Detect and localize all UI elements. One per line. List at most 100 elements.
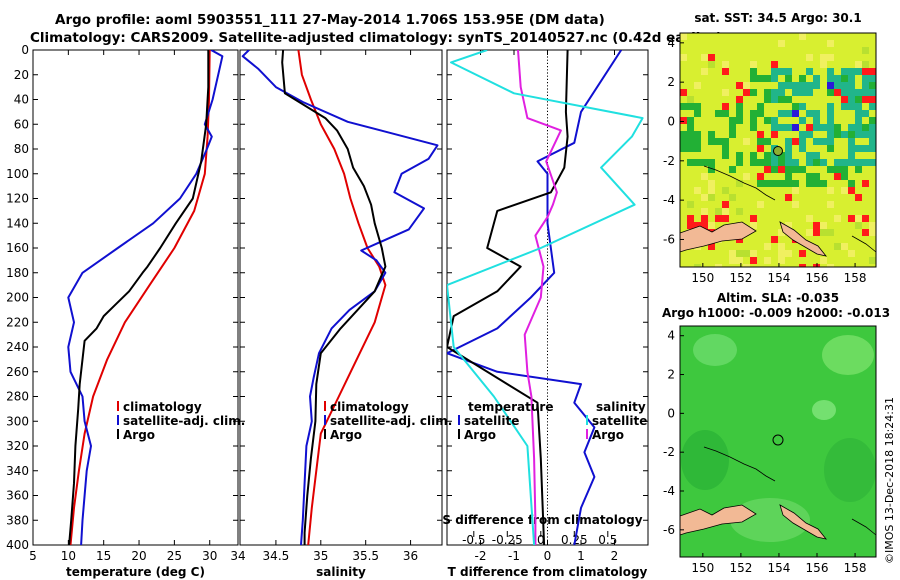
sst-cell	[736, 257, 743, 264]
s-diff-xtick-label: -0.25	[492, 533, 523, 547]
sla-map-blob-1	[693, 334, 737, 366]
sst-cell	[778, 68, 785, 75]
sst-cell	[785, 96, 792, 103]
sst-cell	[687, 138, 694, 145]
depth-tick-label: 380	[6, 513, 29, 527]
sst-cell	[771, 117, 778, 124]
temperature-xtick-label: 20	[131, 549, 146, 563]
temperature-xtick-label: 5	[29, 549, 37, 563]
sst-cell	[701, 215, 708, 222]
sst-cell	[869, 103, 876, 110]
sst-cell	[862, 47, 869, 54]
sst-cell	[694, 138, 701, 145]
depth-tick-label: 300	[6, 414, 29, 428]
depth-tick-label: 0	[21, 43, 29, 57]
salinity-xtick-label: 36	[403, 549, 418, 563]
sst-cell	[827, 229, 834, 236]
sst-cell	[729, 117, 736, 124]
sst-cell	[687, 131, 694, 138]
sst-cell	[771, 61, 778, 68]
sst-cell	[708, 222, 715, 229]
sst-cell	[687, 124, 694, 131]
sst-cell	[841, 75, 848, 82]
sst-cell	[785, 173, 792, 180]
map-xtick-label: 156	[806, 271, 829, 285]
sst-cell	[806, 180, 813, 187]
sst-cell	[841, 166, 848, 173]
sst-cell	[813, 222, 820, 229]
temperature-xtick-label: 25	[167, 549, 182, 563]
sst-cell	[848, 89, 855, 96]
sst-map-coast-newireland	[703, 165, 776, 201]
sst-cell	[680, 89, 687, 96]
sst-cell	[687, 215, 694, 222]
sst-cell	[834, 243, 841, 250]
sst-cell	[729, 257, 736, 264]
sst-cell	[848, 215, 855, 222]
salinity-panel: 34.5 35 35.5 36 salinity climatologysatellite…	[239, 49, 452, 579]
map-xtick-label: 150	[691, 271, 714, 285]
sst-cell	[743, 264, 750, 267]
depth-tick-label: 80	[14, 142, 29, 156]
sla-map-blob-3	[812, 400, 836, 420]
sst-cell	[701, 173, 708, 180]
sst-cell	[834, 215, 841, 222]
sst-cell	[715, 138, 722, 145]
sst-cell	[820, 124, 827, 131]
sst-cell	[750, 159, 757, 166]
sst-cell	[834, 173, 841, 180]
map-xtick-label: 154	[767, 561, 790, 575]
map-ytick-label: 2	[667, 75, 675, 89]
salinity-xlabel: salinity	[316, 565, 366, 579]
sst-cell	[778, 159, 785, 166]
sst-cell	[862, 180, 869, 187]
sst-cell	[813, 180, 820, 187]
sst-cell	[764, 166, 771, 173]
sla-map-blob-2	[822, 335, 874, 375]
sst-map-argo-marker	[773, 146, 783, 156]
sst-cell	[694, 145, 701, 152]
sla-map-coast-newireland	[703, 446, 776, 482]
sst-cell	[827, 201, 834, 208]
sst-cell	[701, 54, 708, 61]
sst-cell	[708, 166, 715, 173]
sst-cell	[750, 124, 757, 131]
sst-cell	[813, 124, 820, 131]
sst-cell	[848, 82, 855, 89]
sst-cell	[708, 138, 715, 145]
sst-cell	[771, 124, 778, 131]
sst-cell	[841, 89, 848, 96]
sst-cell	[869, 82, 876, 89]
sst-cell	[778, 257, 785, 264]
sst-cell	[708, 159, 715, 166]
sst-cell	[869, 145, 876, 152]
depth-tick-label: 400	[6, 538, 29, 552]
sst-cell	[694, 103, 701, 110]
map-ytick-label: -6	[663, 523, 675, 537]
difference-series-s-difference	[517, 50, 562, 545]
sst-cell	[778, 96, 785, 103]
sst-cell	[687, 145, 694, 152]
sst-cell	[820, 61, 827, 68]
sst-cell	[680, 145, 687, 152]
sst-cell	[778, 180, 785, 187]
sst-cell	[757, 145, 764, 152]
sst-cell	[827, 124, 834, 131]
sst-cell	[743, 173, 750, 180]
temperature-legend-label: Argo	[123, 428, 155, 442]
sst-cell	[708, 61, 715, 68]
sst-cell	[799, 117, 806, 124]
difference-series-s-satellite	[447, 50, 644, 545]
map-ytick-label: 2	[667, 368, 675, 382]
sst-cell	[855, 103, 862, 110]
sst-cell	[855, 117, 862, 124]
sst-cell	[750, 250, 757, 257]
sst-cell	[764, 243, 771, 250]
difference-series-t-satellite	[447, 50, 623, 545]
sst-cell	[834, 75, 841, 82]
salinity-series-satellite-adj-clim	[241, 50, 439, 545]
sst-cell	[813, 110, 820, 117]
sst-cell	[869, 89, 876, 96]
sst-cell	[764, 152, 771, 159]
